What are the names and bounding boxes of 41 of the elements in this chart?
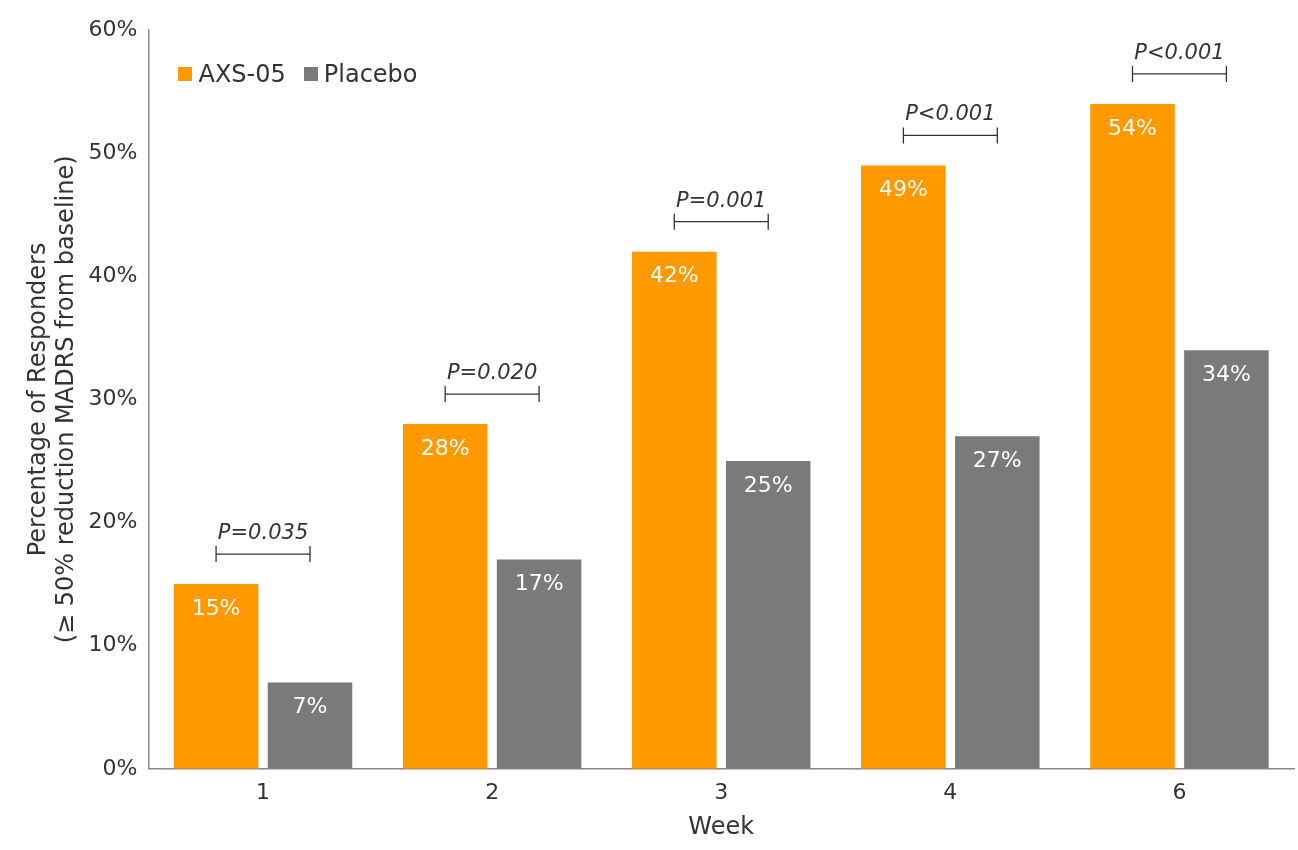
y-tick-label: 60% [88, 15, 138, 41]
data-label: 17% [514, 570, 564, 596]
y-tick-label: 10% [88, 631, 138, 657]
bar [1184, 350, 1269, 769]
legend-label: AXS-05 [198, 60, 286, 88]
y-tick-label: 0% [102, 754, 138, 780]
legend-label: Placebo [323, 60, 418, 88]
annotation: P=0.001 [676, 187, 767, 212]
bar [402, 424, 488, 769]
annotation: P<0.001 [905, 101, 996, 126]
bar [496, 559, 582, 769]
bar [1090, 103, 1175, 769]
x-tick-label: 1 [256, 778, 271, 804]
annotation: P=0.020 [446, 359, 538, 384]
y-axis-title: Percentage of Responders (≥ 50% reduction MADRS from baseline) [22, 155, 80, 644]
y-tick-label: 50% [88, 138, 138, 164]
annotation: P=0.035 [217, 520, 309, 545]
bar [955, 436, 1040, 769]
bar [173, 584, 259, 769]
data-label: 34% [1201, 360, 1251, 386]
x-tick-label: 3 [714, 778, 729, 804]
annotation: P<0.001 [1134, 39, 1225, 64]
bar [632, 251, 717, 769]
y-tick-label: 40% [88, 261, 138, 287]
x-tick-label: 4 [943, 778, 958, 804]
x-tick-label: 2 [485, 778, 500, 804]
x-tick-label: 6 [1172, 778, 1187, 804]
bar [725, 460, 811, 769]
x-axis-title: Week [688, 811, 755, 840]
data-label: 25% [743, 471, 793, 497]
data-label: 54% [1108, 114, 1157, 140]
data-label: 49% [878, 176, 928, 202]
bar [861, 165, 946, 769]
data-label: 7% [292, 693, 328, 719]
y-tick-label: 30% [88, 385, 138, 411]
data-label: 42% [649, 262, 699, 288]
data-label: 28% [420, 434, 470, 460]
data-label: 27% [972, 447, 1022, 473]
data-label: 15% [191, 594, 241, 620]
y-tick-label: 20% [88, 508, 138, 534]
bar [267, 682, 353, 769]
